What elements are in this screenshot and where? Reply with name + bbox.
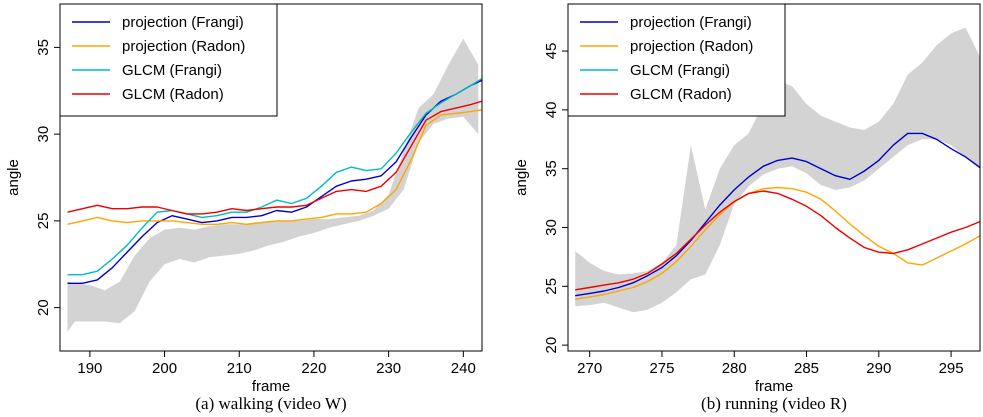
x-axis-label: frame (252, 378, 290, 395)
y-tick-label: 20 (543, 337, 560, 354)
x-tick-label: 230 (376, 360, 401, 377)
y-tick-label: 35 (35, 39, 52, 56)
x-tick-label: 290 (866, 360, 891, 377)
y-tick-label: 20 (35, 299, 52, 316)
panel-caption: (a) walking (video W) (195, 394, 346, 413)
legend: projection (Frangi) projection (Radon) GLC… (567, 3, 786, 117)
x-tick-label: 240 (451, 360, 476, 377)
y-axis-label: angle (5, 159, 22, 196)
x-tick-label: 190 (77, 360, 102, 377)
series-line-glcm-radon (575, 190, 980, 291)
x-tick-label: 220 (301, 360, 326, 377)
series-line-projection-frangi (575, 132, 980, 297)
legend-entry: GLCM (Radon) (630, 86, 732, 103)
series-line-projection-frangi (67, 79, 482, 284)
series-line-projection-radon (575, 186, 980, 300)
confidence-band (67, 38, 479, 332)
legend-entry: projection (Frangi) (122, 14, 244, 31)
x-tick-label: 280 (722, 360, 747, 377)
chart-panel-b: 270 275 280 285 290 295 20 25 30 35 40 45 frame angle… (513, 3, 981, 413)
x-tick-label: 285 (794, 360, 819, 377)
x-tick-label: 210 (227, 360, 252, 377)
series-line-projection-radon (67, 109, 482, 226)
legend-entry: GLCM (Radon) (122, 86, 224, 103)
y-tick-label: 30 (35, 126, 52, 143)
x-tick-label: 270 (577, 360, 602, 377)
legend-entry: projection (Radon) (630, 38, 753, 55)
chart-panel-a: 190 200 210 220 230 240 20 25 30 35 frame angle proj… (5, 3, 483, 413)
series-line-glcm-radon (67, 100, 482, 215)
y-tick-label: 25 (543, 278, 560, 295)
x-tick-label: 275 (649, 360, 674, 377)
plot-area (67, 38, 482, 332)
legend-entry: projection (Radon) (122, 38, 245, 55)
y-tick-label: 30 (543, 219, 560, 236)
legend-box (567, 3, 786, 117)
y-tick-label: 25 (35, 213, 52, 230)
legend: projection (Frangi) projection (Radon) GLC… (59, 3, 278, 117)
series-line-glcm-frangi (67, 78, 482, 276)
x-axis-label: frame (755, 378, 793, 395)
y-tick-label: 35 (543, 160, 560, 177)
legend-entry: GLCM (Frangi) (630, 62, 730, 79)
legend-entry: GLCM (Frangi) (122, 62, 222, 79)
legend-entry: projection (Frangi) (630, 14, 752, 31)
y-tick-label: 45 (543, 43, 560, 60)
y-axis-label: angle (513, 159, 530, 196)
x-tick-label: 295 (939, 360, 964, 377)
x-tick-label: 200 (152, 360, 177, 377)
panel-caption: (b) running (video R) (701, 394, 847, 413)
y-tick-label: 40 (543, 102, 560, 119)
